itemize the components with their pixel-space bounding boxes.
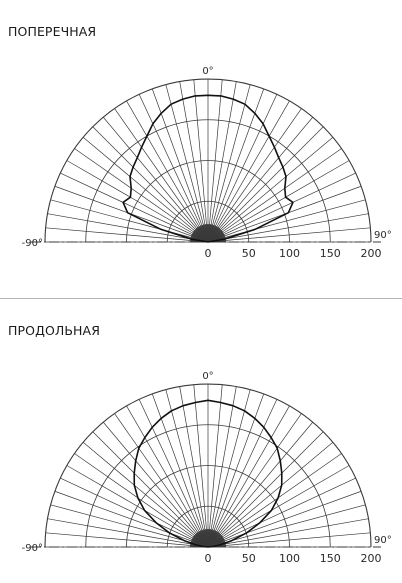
radius-tick-labels: 0 50 100 150 200	[205, 247, 382, 260]
angle-label-left: -90°	[22, 543, 43, 554]
chart-title: ПОПЕРЕЧНАЯ	[8, 24, 97, 39]
panel-divider	[0, 298, 402, 299]
radius-tick-label: 100	[279, 247, 300, 260]
chart-title: ПРОДОЛЬНАЯ	[8, 323, 100, 338]
angle-label-top: 0°	[202, 371, 213, 382]
polar-plot: 0 50 100 150 200 0° -90° 90°	[22, 66, 392, 260]
radius-tick-label: 200	[361, 552, 382, 565]
grid-ring	[126, 465, 290, 548]
radius-tick-labels: 0 50 100 150 200	[205, 552, 382, 565]
grid-rings	[44, 383, 372, 548]
angle-label-right: 90°	[374, 230, 392, 241]
grid-ring	[85, 119, 331, 243]
angle-label-top: 0°	[202, 66, 213, 77]
radius-tick-label: 150	[320, 552, 341, 565]
radius-tick-label: 0	[205, 552, 212, 565]
angle-label-right: 90°	[374, 535, 392, 546]
grid-ring	[44, 78, 372, 243]
grid-ring	[166, 505, 250, 548]
grid-ring	[44, 383, 372, 548]
chart-panel-transverse: ПОПЕРЕЧНАЯ 0 50 100 150 200 0° -90° 90°	[8, 24, 392, 260]
radius-tick-label: 150	[320, 247, 341, 260]
radius-tick-label: 100	[279, 552, 300, 565]
radius-tick-label: 50	[242, 552, 256, 565]
intensity-curve	[133, 399, 283, 548]
intensity-curve	[122, 94, 294, 243]
polar-plot: 0 50 100 150 200 0° -90° 90°	[22, 371, 392, 565]
radius-tick-label: 50	[242, 247, 256, 260]
grid-ring	[166, 200, 250, 243]
grid-ring	[126, 160, 290, 243]
radius-tick-label: 0	[205, 247, 212, 260]
chart-panel-longitudinal: ПРОДОЛЬНАЯ 0 50 100 150 200 0° -90° 90°	[0, 299, 402, 583]
grid-rings	[44, 78, 372, 243]
grid-ring	[85, 424, 331, 548]
angle-label-left: -90°	[22, 238, 43, 249]
radius-tick-label: 200	[361, 247, 382, 260]
